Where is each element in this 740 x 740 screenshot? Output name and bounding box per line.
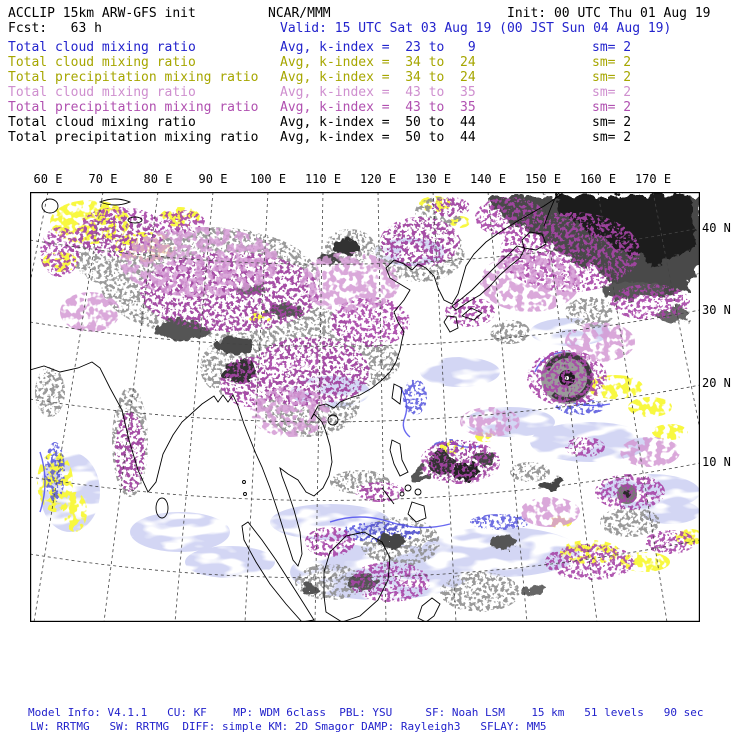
legend-variable-label: Total precipitation mixing ratio bbox=[8, 130, 259, 145]
lon-label: 170 E bbox=[634, 172, 672, 186]
lon-label: 140 E bbox=[469, 172, 507, 186]
legend-kindex-stat: Avg, k-index = 43 to 35 bbox=[280, 100, 476, 115]
legend-smoothing-label: sm= 2 bbox=[592, 115, 632, 130]
lat-label: 10 N bbox=[702, 455, 731, 469]
weather-map bbox=[30, 192, 700, 622]
center-label: NCAR/MMM bbox=[268, 6, 331, 21]
legend-smoothing-label: sm= 2 bbox=[592, 85, 632, 100]
legend-kindex-stat: Avg, k-index = 50 to 44 bbox=[280, 130, 476, 145]
legend-variable-label: Total precipitation mixing ratio bbox=[8, 70, 259, 85]
legend-variable-label: Total cloud mixing ratio bbox=[8, 115, 196, 130]
lon-label: 70 E bbox=[88, 172, 118, 186]
lon-label: 110 E bbox=[304, 172, 342, 186]
lon-label: 100 E bbox=[249, 172, 287, 186]
legend-variable-label: Total cloud mixing ratio bbox=[8, 85, 196, 100]
legend-kindex-stat: Avg, k-index = 43 to 35 bbox=[280, 85, 476, 100]
legend-kindex-stat: Avg, k-index = 34 to 24 bbox=[280, 70, 476, 85]
violet-cloud-layer bbox=[60, 227, 680, 527]
plot-title: ACCLIP 15km ARW-GFS init bbox=[8, 6, 196, 21]
legend-variable-label: Total cloud mixing ratio bbox=[8, 55, 196, 70]
legend-smoothing-label: sm= 2 bbox=[592, 40, 632, 55]
lon-label: 160 E bbox=[579, 172, 617, 186]
legend-kindex-stat: Avg, k-index = 23 to 9 bbox=[280, 40, 476, 55]
lat-label: 30 N bbox=[702, 303, 731, 317]
lon-label: 80 E bbox=[143, 172, 173, 186]
physics-info-line: LW: RRTMG SW: RRTMG DIFF: simple KM: 2D … bbox=[30, 720, 547, 733]
legend-kindex-stat: Avg, k-index = 34 to 24 bbox=[280, 55, 476, 70]
legend-row: Total cloud mixing ratio Avg, k-index = … bbox=[0, 85, 740, 100]
init-time-label: Init: 00 UTC Thu 01 Aug 19 bbox=[507, 6, 711, 21]
valid-time-label: Valid: 15 UTC Sat 03 Aug 19 (00 JST Sun … bbox=[280, 21, 672, 36]
legend-smoothing-label: sm= 2 bbox=[592, 55, 632, 70]
legend-row: Total cloud mixing ratio Avg, k-index = … bbox=[0, 55, 740, 70]
legend-smoothing-label: sm= 2 bbox=[592, 100, 632, 115]
legend-row: Total precipitation mixing ratio Avg, k-… bbox=[0, 70, 740, 85]
legend-row: Total cloud mixing ratio Avg, k-index = … bbox=[0, 40, 740, 55]
lon-label: 60 E bbox=[33, 172, 63, 186]
map-frame bbox=[30, 192, 700, 622]
forecast-hour-label: Fcst: 63 h bbox=[8, 21, 102, 36]
legend-row: Total precipitation mixing ratio Avg, k-… bbox=[0, 130, 740, 145]
legend-kindex-stat: Avg, k-index = 50 to 44 bbox=[280, 115, 476, 130]
legend-row: Total precipitation mixing ratio Avg, k-… bbox=[0, 100, 740, 115]
coastline-layer bbox=[30, 192, 565, 622]
lon-label: 130 E bbox=[414, 172, 452, 186]
lon-label: 120 E bbox=[359, 172, 397, 186]
map-canvas bbox=[30, 192, 700, 622]
legend-variable-label: Total precipitation mixing ratio bbox=[8, 100, 259, 115]
longitude-axis: 60 E 70 E 80 E 90 E 100 E 110 E 120 E 13… bbox=[0, 172, 740, 186]
legend-row: Total cloud mixing ratio Avg, k-index = … bbox=[0, 115, 740, 130]
graticule-layer bbox=[30, 192, 700, 622]
legend-smoothing-label: sm= 2 bbox=[592, 70, 632, 85]
model-info-line: Model Info: V4.1.1 CU: KF MP: WDM 6class… bbox=[28, 706, 704, 719]
legend-variable-label: Total cloud mixing ratio bbox=[8, 40, 196, 55]
lat-label: 40 N bbox=[702, 221, 731, 235]
lon-label: 90 E bbox=[198, 172, 228, 186]
lon-label: 150 E bbox=[524, 172, 562, 186]
legend-smoothing-label: sm= 2 bbox=[592, 130, 632, 145]
lat-label: 20 N bbox=[702, 376, 731, 390]
